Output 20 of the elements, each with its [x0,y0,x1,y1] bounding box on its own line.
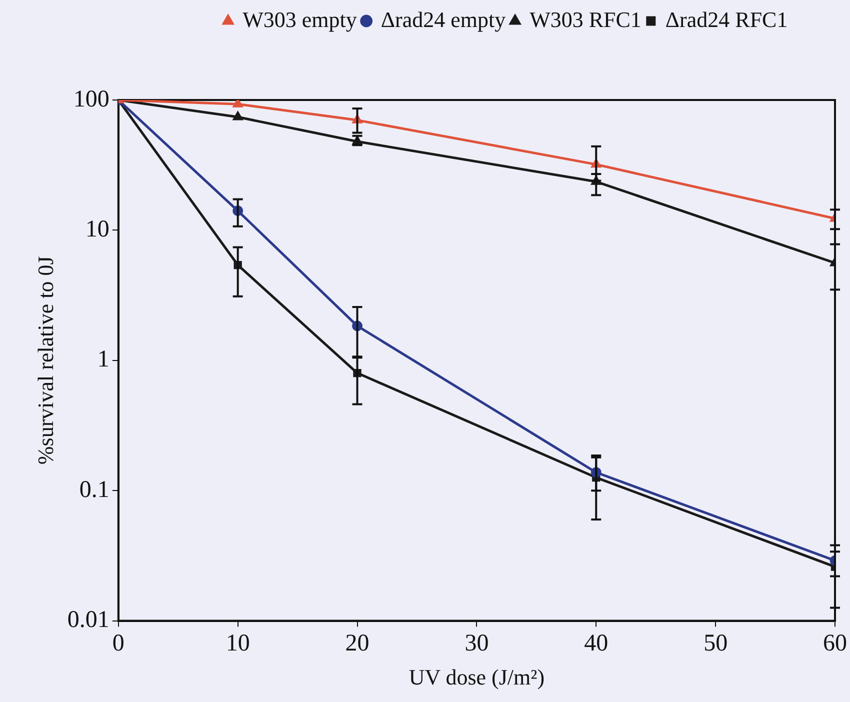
y-tick-label: 0.1 [79,476,110,503]
legend-label: Δrad24 RFC1 [665,6,788,32]
y-tick-label: 1 [97,346,110,373]
x-tick-label: 10 [226,630,250,656]
point [233,112,243,120]
y-tick-label: 10 [85,216,110,242]
x-tick-label: 50 [704,630,728,656]
legend-label: Δrad24 empty [380,6,506,32]
point [233,100,243,108]
y-tick-label: 100 [73,86,110,112]
y-axis-title: %survival relative to 0J [32,256,58,465]
x-tick-label: 40 [584,630,608,656]
legend-label: W303 empty [242,6,357,32]
y-tick-label: 0.01 [67,607,110,634]
x-axis-title: UV dose (J/m²) [408,664,545,690]
x-tick-label: 60 [823,630,847,656]
x-tick-label: 20 [345,630,370,656]
x-tick-label: 0 [112,630,124,656]
x-tick-label: 30 [464,630,489,656]
legend-label: W303 RFC1 [530,6,642,32]
